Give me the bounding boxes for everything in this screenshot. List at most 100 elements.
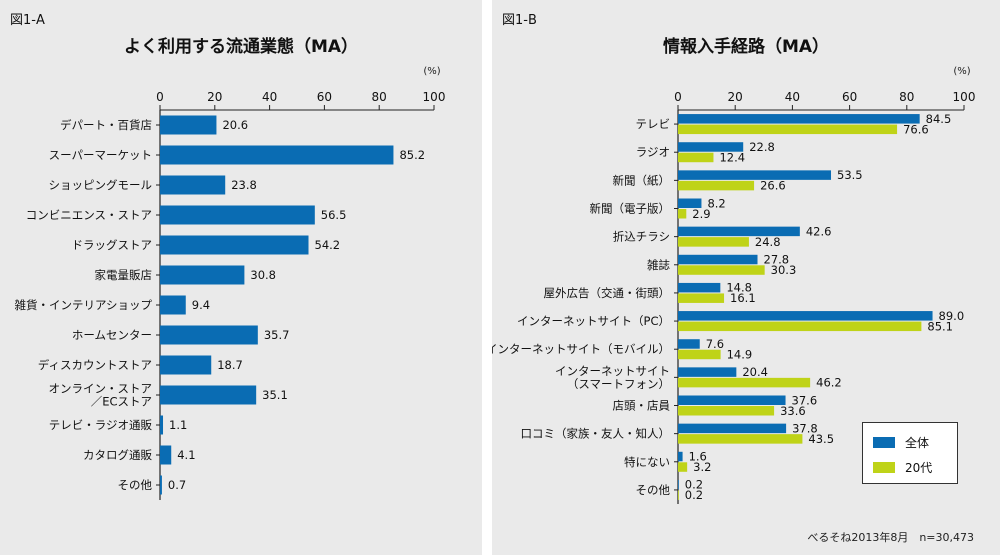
data-label: 26.6 bbox=[760, 179, 786, 193]
data-label: 8.2 bbox=[707, 196, 725, 210]
data-label: 0.2 bbox=[685, 478, 703, 492]
bar-chart-b: (%) 0 20 40 60 80 100 テレビ 84.576.6 ラジオ 22.8 12.4 新聞（… bbox=[492, 66, 976, 504]
category-label: コンビニエンス・ストア bbox=[26, 208, 152, 222]
data-label: 33.6 bbox=[780, 404, 806, 418]
category-label: 家電量販店 bbox=[95, 268, 153, 282]
bar-twenties bbox=[678, 180, 755, 191]
category-label: ラジオ bbox=[636, 145, 670, 159]
data-label: 0.2 bbox=[685, 488, 703, 502]
bar-all bbox=[678, 451, 683, 462]
bar-all bbox=[678, 311, 933, 321]
data-label: 30.3 bbox=[771, 263, 797, 277]
category-label: 新聞（紙） bbox=[613, 173, 671, 187]
category-label: その他 bbox=[636, 483, 671, 497]
category-label: インターネットサイト（モバイル） bbox=[492, 342, 670, 356]
data-label: 42.6 bbox=[806, 224, 832, 238]
data-label: 7.6 bbox=[706, 337, 724, 351]
x-tick-label-0: 0 bbox=[156, 90, 164, 104]
category-label: ショッピングモール bbox=[49, 178, 153, 192]
figure-label-a: 図1-A bbox=[10, 13, 45, 28]
data-label: 1.6 bbox=[689, 450, 707, 464]
category-label: デパート・百貨店 bbox=[60, 118, 152, 132]
bar-all bbox=[678, 339, 700, 349]
bar-all bbox=[160, 445, 172, 465]
data-label: 30.8 bbox=[250, 268, 276, 282]
bar-twenties bbox=[678, 209, 687, 219]
bar-all bbox=[160, 115, 217, 135]
axis-unit-label: (%) bbox=[953, 66, 970, 77]
bar-all bbox=[160, 265, 245, 285]
data-label: 37.8 bbox=[792, 421, 818, 435]
data-label: 54.2 bbox=[315, 238, 341, 252]
chart-title-b: 情報入手経路（MA） bbox=[662, 37, 830, 57]
bar-all bbox=[678, 479, 679, 490]
category-label: 店頭・店員 bbox=[613, 399, 671, 413]
category-label: スーパーマーケット bbox=[49, 148, 152, 162]
bar-all bbox=[678, 198, 702, 208]
data-label: 46.2 bbox=[816, 376, 842, 390]
bar-twenties bbox=[678, 265, 765, 275]
bar-twenties bbox=[678, 293, 725, 303]
data-label: 37.6 bbox=[792, 393, 818, 407]
legend-label-all: 全体 bbox=[905, 435, 930, 450]
data-label: 1.1 bbox=[169, 418, 187, 432]
data-label: 76.6 bbox=[903, 122, 929, 136]
data-label: 20.6 bbox=[222, 118, 248, 132]
chart-panel-a: 図1-A よく利用する流通業態（MA） (%) 0 20 40 60 80 100 デパート・… bbox=[0, 0, 482, 555]
category-label: ／ECストア bbox=[91, 395, 152, 409]
legend-swatch-20s bbox=[873, 461, 895, 473]
data-label: 2.9 bbox=[692, 207, 710, 221]
category-label: ディスカウントストア bbox=[38, 358, 152, 372]
bar-all bbox=[160, 235, 309, 255]
bar-all bbox=[160, 475, 162, 495]
data-label: 18.7 bbox=[217, 358, 243, 372]
data-label: 35.7 bbox=[264, 328, 290, 342]
source-note: べるそね2013年8月 n=30,473 bbox=[807, 531, 974, 544]
bar-twenties bbox=[678, 377, 811, 388]
data-label: 89.0 bbox=[939, 309, 965, 323]
chart-title-a: よく利用する流通業態（MA） bbox=[123, 37, 359, 57]
data-label: 84.5 bbox=[926, 112, 952, 126]
x-tick-label-40: 40 bbox=[785, 90, 800, 104]
bar-all bbox=[678, 142, 744, 152]
category-label: オンライン・ストア bbox=[49, 382, 153, 396]
category-label: テレビ・ラジオ通販 bbox=[49, 418, 153, 432]
category-label: インターネットサイト（PC） bbox=[517, 314, 670, 328]
data-label: 56.5 bbox=[321, 208, 347, 222]
axis-unit-label: (%) bbox=[423, 66, 440, 77]
category-label: その他 bbox=[118, 478, 153, 492]
bar-twenties bbox=[678, 124, 898, 135]
bar-twenties bbox=[678, 152, 714, 163]
data-label: 43.5 bbox=[808, 432, 834, 446]
data-label: 12.4 bbox=[719, 150, 745, 164]
data-label: 35.1 bbox=[262, 388, 288, 402]
data-label: 0.7 bbox=[168, 478, 186, 492]
x-tick-label-100: 100 bbox=[953, 90, 976, 104]
bar-twenties bbox=[678, 462, 688, 472]
bar-twenties bbox=[678, 406, 775, 416]
bar-all bbox=[678, 367, 737, 377]
data-label: 85.1 bbox=[927, 319, 953, 333]
data-label: 20.4 bbox=[742, 365, 768, 379]
x-tick-label-60: 60 bbox=[842, 90, 857, 104]
bar-all bbox=[160, 415, 164, 435]
category-label: 特にない bbox=[624, 455, 670, 469]
legend-item-all: 全体 bbox=[873, 435, 930, 450]
figure-label-b: 図1-B bbox=[502, 13, 537, 28]
legend: 全体 20代 bbox=[862, 422, 958, 484]
category-label: 屋外広告（交通・街頭） bbox=[544, 286, 671, 300]
category-label: 新聞（電子版） bbox=[590, 202, 671, 216]
data-label: 85.2 bbox=[399, 148, 425, 162]
category-label: 口コミ（家族・友人・知人） bbox=[521, 427, 671, 441]
data-label: 16.1 bbox=[730, 291, 756, 305]
bar-twenties bbox=[678, 490, 679, 500]
legend-swatch-all bbox=[873, 436, 895, 448]
bar-chart-a: (%) 0 20 40 60 80 100 デパート・百貨店 20.6 スーパーマーケット 85.2… bbox=[14, 66, 445, 500]
bar-all bbox=[160, 145, 394, 165]
data-label: 23.8 bbox=[231, 178, 257, 192]
data-label: 27.8 bbox=[764, 253, 790, 267]
data-label: 4.1 bbox=[177, 448, 195, 462]
data-label: 22.8 bbox=[749, 140, 775, 154]
legend-label-20s: 20代 bbox=[905, 460, 933, 475]
bar-all bbox=[678, 226, 800, 237]
